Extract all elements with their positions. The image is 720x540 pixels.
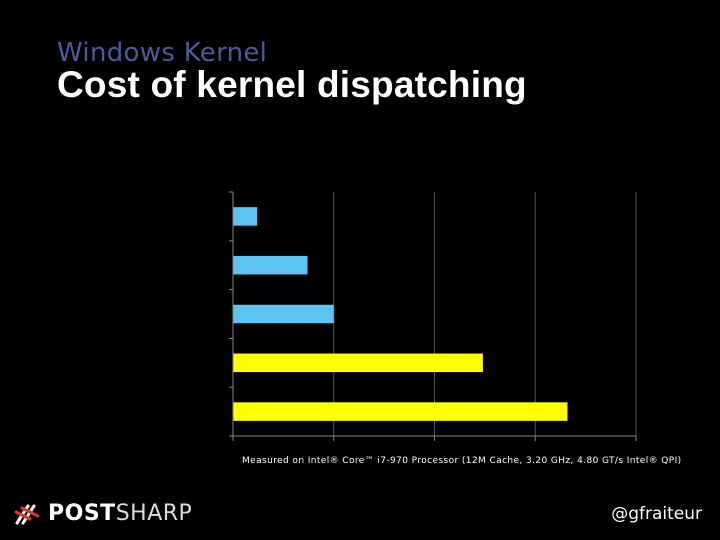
bar: [233, 353, 483, 373]
author-handle: @gfraiteur: [611, 504, 702, 524]
logo-wordmark: POSTSHARP: [48, 501, 192, 526]
logo-wordmark-light: SHARP: [115, 501, 193, 526]
measurement-footnote: Measured on Intel® Core™ i7-970 Processo…: [242, 456, 682, 466]
bar: [233, 207, 258, 226]
postsharp-logo-icon: [14, 504, 40, 524]
slide-title: Cost of kernel dispatching: [57, 64, 527, 105]
bar: [233, 255, 308, 275]
postsharp-logo: POSTSHARP: [14, 501, 192, 526]
bar: [233, 304, 334, 324]
logo-wordmark-bold: POST: [48, 501, 116, 526]
slide-kicker: Windows Kernel: [57, 38, 268, 68]
bar: [233, 402, 568, 421]
